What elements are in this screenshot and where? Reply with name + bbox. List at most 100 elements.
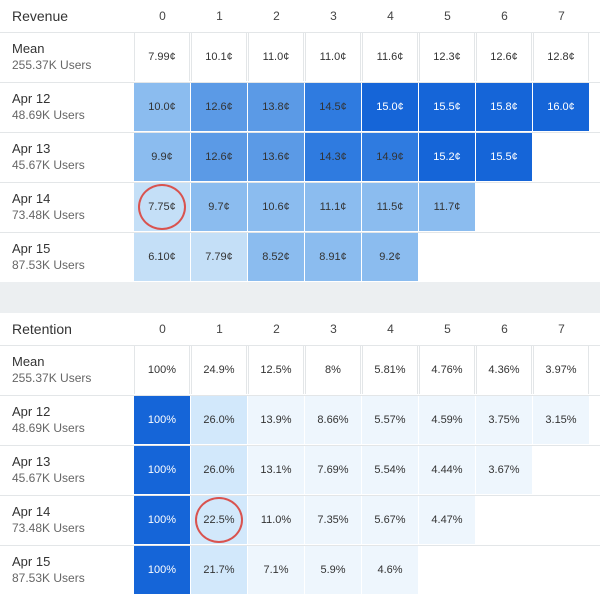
row-user-count: 45.67K Users [12, 158, 85, 172]
row-divider [0, 395, 600, 396]
row-divider [0, 495, 600, 496]
heatmap-cell: 15.0¢ [362, 83, 418, 131]
revenue-title: Revenue [12, 8, 69, 24]
heatmap-cell: 7.75¢ [134, 183, 190, 231]
mean-cell: 100% [134, 346, 190, 394]
column-header: 1 [216, 322, 223, 336]
heatmap-cell: 7.69% [305, 446, 361, 494]
row-name: Apr 12 [12, 404, 51, 419]
heatmap-cell: 13.6¢ [248, 133, 304, 181]
heatmap-cell: 14.9¢ [362, 133, 418, 181]
mean-row-label: Mean 255.37K Users [12, 41, 132, 73]
mean-cell: 5.81% [362, 346, 418, 394]
heatmap-cell: 16.0¢ [533, 83, 589, 131]
heatmap-cell: 21.7% [191, 546, 247, 594]
column-header: 4 [387, 322, 394, 336]
mean-cell: 4.76% [419, 346, 475, 394]
heatmap-cell: 100% [134, 446, 190, 494]
row-divider [0, 32, 600, 33]
cohort-row-label: Apr 15 87.53K Users [12, 241, 132, 273]
cohort-row-label: Apr 15 87.53K Users [12, 554, 132, 586]
column-header: 5 [444, 322, 451, 336]
heatmap-cell: 3.15% [533, 396, 589, 444]
row-divider [0, 182, 600, 183]
heatmap-cell: 26.0% [191, 446, 247, 494]
heatmap-cell: 22.5% [191, 496, 247, 544]
heatmap-cell: 8.91¢ [305, 233, 361, 281]
retention-panel: Retention 0 1 2 3 4 5 6 7 Mean 255.37K Users 100%… [0, 313, 600, 601]
cohort-row-label: Apr 14 73.48K Users [12, 504, 132, 536]
row-divider [0, 232, 600, 233]
row-user-count: 255.37K Users [12, 371, 92, 385]
heatmap-cell: 4.44% [419, 446, 475, 494]
column-header: 3 [330, 9, 337, 23]
row-divider [0, 345, 600, 346]
heatmap-cell: 6.10¢ [134, 233, 190, 281]
heatmap-cell: 7.1% [248, 546, 304, 594]
mean-cell: 7.99¢ [134, 33, 190, 81]
mean-cell: 12.6¢ [476, 33, 532, 81]
heatmap-cell: 15.8¢ [476, 83, 532, 131]
heatmap-cell: 10.0¢ [134, 83, 190, 131]
column-header: 7 [558, 9, 565, 23]
row-divider [0, 545, 600, 546]
column-header: 1 [216, 9, 223, 23]
heatmap-cell: 5.57% [362, 396, 418, 444]
row-user-count: 48.69K Users [12, 421, 85, 435]
row-name: Apr 13 [12, 454, 51, 469]
row-name: Apr 12 [12, 91, 51, 106]
heatmap-cell: 26.0% [191, 396, 247, 444]
row-user-count: 73.48K Users [12, 208, 85, 222]
row-user-count: 255.37K Users [12, 58, 92, 72]
row-user-count: 87.53K Users [12, 571, 85, 585]
mean-cell: 12.8¢ [533, 33, 589, 81]
row-user-count: 48.69K Users [12, 108, 85, 122]
column-header: 2 [273, 9, 280, 23]
row-user-count: 45.67K Users [12, 471, 85, 485]
heatmap-cell: 9.9¢ [134, 133, 190, 181]
row-name: Apr 14 [12, 504, 51, 519]
heatmap-cell: 13.8¢ [248, 83, 304, 131]
heatmap-cell: 9.7¢ [191, 183, 247, 231]
column-header: 6 [501, 9, 508, 23]
retention-title: Retention [12, 321, 72, 337]
heatmap-cell: 9.2¢ [362, 233, 418, 281]
heatmap-cell: 5.54% [362, 446, 418, 494]
heatmap-cell: 100% [134, 496, 190, 544]
mean-cell: 12.5% [248, 346, 304, 394]
row-name: Mean [12, 354, 45, 369]
heatmap-cell: 11.5¢ [362, 183, 418, 231]
column-header: 5 [444, 9, 451, 23]
cohort-row-label: Apr 13 45.67K Users [12, 141, 132, 173]
mean-cell: 8% [305, 346, 361, 394]
cohort-row-label: Apr 14 73.48K Users [12, 191, 132, 223]
row-name: Apr 14 [12, 191, 51, 206]
heatmap-cell: 15.5¢ [476, 133, 532, 181]
row-name: Apr 13 [12, 141, 51, 156]
heatmap-cell: 8.52¢ [248, 233, 304, 281]
column-header: 0 [159, 322, 166, 336]
column-header: 4 [387, 9, 394, 23]
heatmap-cell: 7.35% [305, 496, 361, 544]
column-header: 0 [159, 9, 166, 23]
heatmap-cell: 4.6% [362, 546, 418, 594]
cohort-row-label: Apr 12 48.69K Users [12, 91, 132, 123]
column-header: 6 [501, 322, 508, 336]
column-header: 2 [273, 322, 280, 336]
mean-cell: 3.97% [533, 346, 589, 394]
row-user-count: 73.48K Users [12, 521, 85, 535]
row-divider [0, 445, 600, 446]
heatmap-cell: 100% [134, 546, 190, 594]
mean-cell: 24.9% [191, 346, 247, 394]
heatmap-cell: 7.79¢ [191, 233, 247, 281]
column-header: 3 [330, 322, 337, 336]
row-divider [0, 82, 600, 83]
heatmap-cell: 10.6¢ [248, 183, 304, 231]
row-name: Mean [12, 41, 45, 56]
heatmap-cell: 8.66% [305, 396, 361, 444]
mean-row-label: Mean 255.37K Users [12, 354, 132, 386]
mean-cell: 10.1¢ [191, 33, 247, 81]
mean-cell: 11.0¢ [305, 33, 361, 81]
column-header: 7 [558, 322, 565, 336]
